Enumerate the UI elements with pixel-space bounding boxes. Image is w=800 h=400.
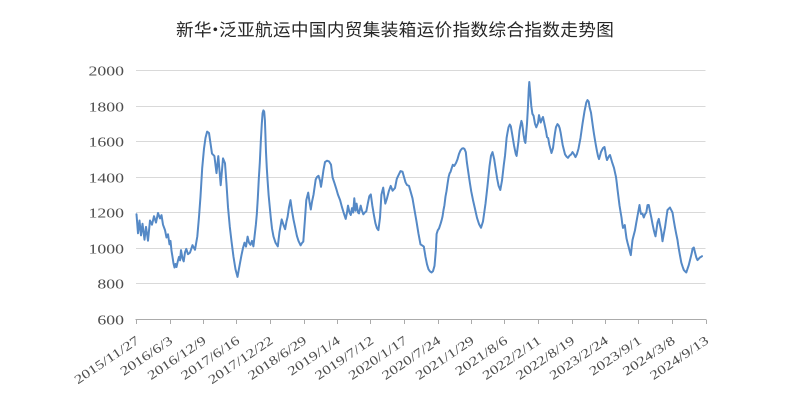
svg-text:1800: 1800 (89, 101, 125, 116)
svg-text:2000: 2000 (89, 65, 125, 80)
svg-text:600: 600 (97, 314, 124, 329)
svg-text:1400: 1400 (89, 172, 125, 187)
svg-text:1200: 1200 (89, 207, 125, 222)
svg-text:1000: 1000 (89, 243, 125, 258)
svg-text:1600: 1600 (89, 136, 125, 151)
svg-text:800: 800 (97, 278, 124, 293)
